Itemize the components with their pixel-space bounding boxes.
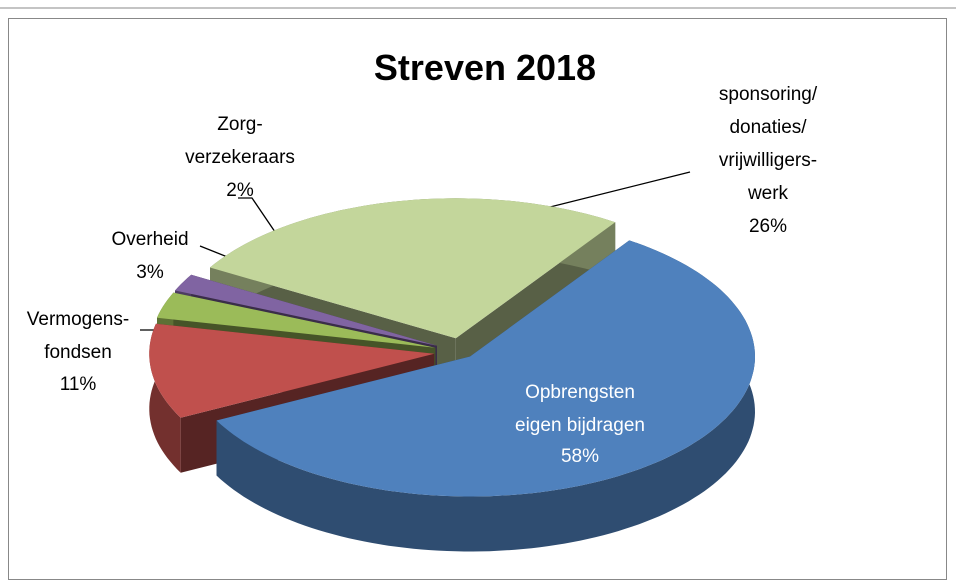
slice-top: [210, 198, 616, 339]
slice-top: [157, 292, 436, 348]
category-label: Vermogens-fondsen: [27, 309, 129, 363]
value-label: 11%: [60, 374, 97, 395]
value-label: 2%: [226, 180, 254, 201]
category-label: Opbrengsten eigen bijdragen: [515, 382, 645, 436]
label-line: Overheid: [111, 229, 188, 250]
label-line: werk: [747, 183, 789, 204]
slice-top: [149, 323, 435, 418]
category-label: Zorg-verzekeraars: [185, 114, 295, 168]
pie-slice: [216, 240, 755, 552]
slice-top: [175, 274, 437, 346]
label-line: eigen bijdragen: [515, 415, 645, 436]
label-line: vrijwilligers-: [719, 150, 817, 171]
label-line: Zorg-: [217, 114, 262, 135]
category-label: sponsoring/donaties/vrijwilligers-werk: [719, 84, 818, 204]
value-label: 58%: [561, 446, 599, 467]
label-line: donaties/: [729, 117, 807, 138]
chart-title: Streven 2018: [374, 47, 596, 88]
slice-top: [216, 240, 755, 497]
label-line: sponsoring/: [719, 84, 818, 105]
label-line: Vermogens-: [27, 309, 129, 330]
value-label: 26%: [749, 216, 787, 237]
value-label: 3%: [136, 262, 164, 283]
label-line: fondsen: [44, 342, 112, 363]
slice-outer-wall: [149, 323, 181, 473]
label-line: Opbrengsten: [525, 382, 635, 403]
category-label: Overheid: [111, 229, 188, 250]
label-line: verzekeraars: [185, 147, 295, 168]
